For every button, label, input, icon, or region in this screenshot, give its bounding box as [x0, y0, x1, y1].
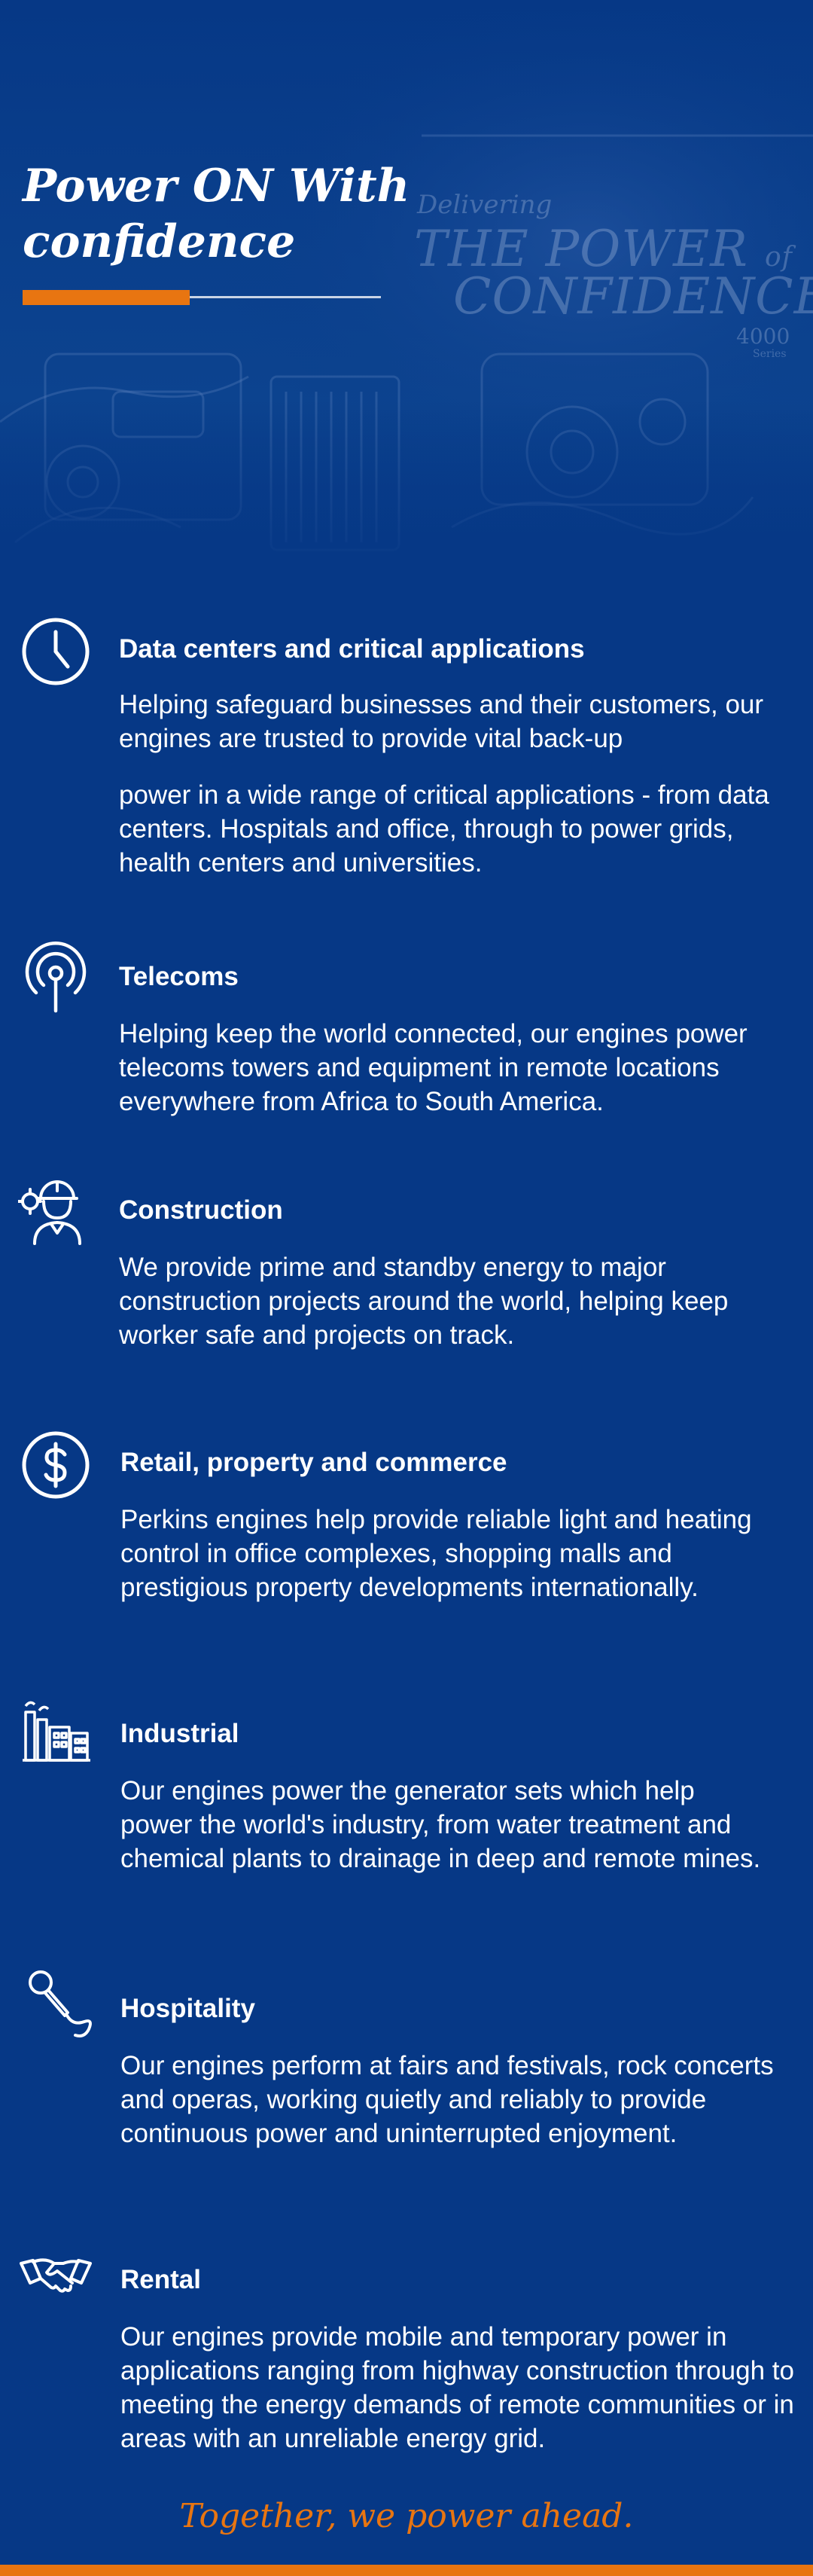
- clock-icon: [18, 614, 93, 689]
- ad-model-number: 4000: [736, 324, 790, 349]
- section-title: Hospitality: [120, 1994, 255, 2023]
- footer-accent-bar: [0, 2565, 813, 2576]
- section-title: Industrial: [120, 1719, 239, 1748]
- section-body: We provide prime and standby energy to m…: [119, 1253, 729, 1350]
- ad-series-text: Series: [753, 348, 787, 360]
- handshake-icon: [18, 2241, 93, 2316]
- broadcast-icon: [18, 942, 93, 1017]
- dollar-icon: [18, 1427, 93, 1503]
- section-title: Rental: [120, 2265, 201, 2294]
- section-body-continued: power in a wide range of critical applic…: [119, 780, 769, 877]
- section-rental: Rental Our engines provide mobile and te…: [0, 2241, 813, 2489]
- section-body: Helping safeguard businesses and their c…: [119, 690, 764, 753]
- section-hospitality: Hospitality Our engines perform at fairs…: [0, 1966, 813, 2192]
- section-data-centers: Data centers and critical applications H…: [0, 606, 813, 893]
- ad-the-power-text: THE POWER of: [414, 220, 793, 278]
- section-title: Retail, property and commerce: [120, 1448, 507, 1477]
- microphone-icon: [18, 1966, 93, 2041]
- ad-delivering-text: Delivering: [417, 190, 553, 220]
- footer-tagline: Together, we power ahead.: [179, 2497, 634, 2535]
- factory-icon: [18, 1691, 93, 1766]
- section-telecoms: Telecoms Helping keep the world connecte…: [0, 938, 813, 1134]
- ad-confidence-text: CONFIDENCE: [453, 267, 813, 325]
- engine-background-image: [0, 0, 813, 572]
- advertisement-text: Delivering THE POWER of CONFIDENCE 4000 …: [414, 188, 813, 377]
- page-title: Power ON With confidence: [23, 160, 410, 268]
- section-title: Construction: [119, 1195, 283, 1225]
- title-underline-accent: [23, 290, 190, 305]
- section-body: Perkins engines help provide reliable li…: [120, 1505, 752, 1602]
- ad-the-power-words: THE POWER: [414, 220, 748, 278]
- title-underline-rule: [190, 296, 381, 298]
- section-construction: Construction We provide prime and standb…: [0, 1171, 813, 1367]
- ad-of-text: of: [764, 242, 793, 273]
- section-body: Our engines perform at fairs and festiva…: [120, 2051, 774, 2148]
- section-retail: Retail, property and commerce Perkins en…: [0, 1424, 813, 1650]
- section-body: Our engines power the generator sets whi…: [120, 1776, 761, 1873]
- section-title: Telecoms: [119, 962, 239, 991]
- section-body: Our engines provide mobile and temporary…: [120, 2322, 794, 2453]
- section-body: Helping keep the world connected, our en…: [119, 1019, 748, 1116]
- section-industrial: Industrial Our engines power the generat…: [0, 1691, 813, 1917]
- section-title: Data centers and critical applications: [119, 634, 585, 664]
- hero-banner: Delivering THE POWER of CONFIDENCE 4000 …: [0, 0, 813, 572]
- construction-worker-icon: [18, 1171, 93, 1247]
